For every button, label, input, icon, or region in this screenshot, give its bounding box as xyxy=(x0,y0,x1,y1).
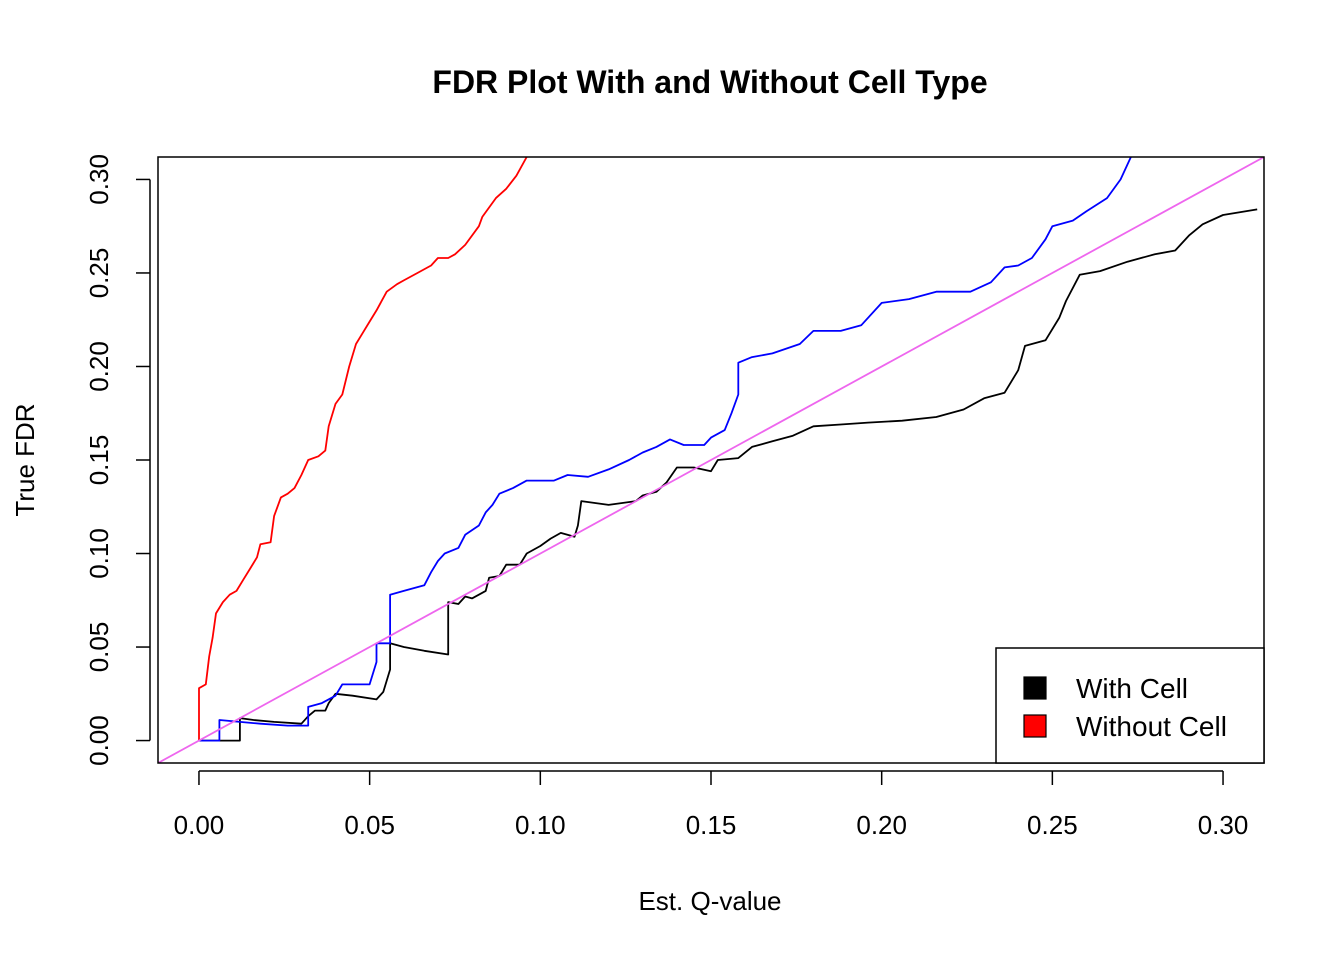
y-tick-label: 0.20 xyxy=(84,341,114,392)
series-line-black xyxy=(199,208,1258,742)
series-line-blue xyxy=(199,157,1132,742)
plot-frame xyxy=(157,156,1265,764)
y-tick-label: 0.15 xyxy=(84,435,114,486)
x-tick-label: 0.10 xyxy=(515,810,566,840)
y-tick-label: 0.05 xyxy=(84,622,114,673)
legend-swatch xyxy=(1023,676,1047,700)
series-line-red xyxy=(198,157,528,741)
y-tick-label: 0.25 xyxy=(84,248,114,299)
y-tick-label: 0.00 xyxy=(84,715,114,766)
x-tick-label: 0.05 xyxy=(344,810,395,840)
legend-label: With Cell xyxy=(1076,673,1188,704)
x-tick-label: 0.25 xyxy=(1027,810,1078,840)
x-tick-label: 0.30 xyxy=(1198,810,1249,840)
series-line-violet xyxy=(158,157,1264,763)
x-tick-label: 0.15 xyxy=(686,810,737,840)
x-tick-label: 0.20 xyxy=(856,810,907,840)
x-axis: 0.00 0.05 0.10 0.15 0.20 0.25 0.30 xyxy=(174,770,1249,840)
legend-swatch xyxy=(1023,714,1047,738)
x-tick-label: 0.00 xyxy=(174,810,225,840)
legend: With Cell Without Cell xyxy=(995,647,1265,764)
legend-box xyxy=(995,647,1265,764)
y-tick-label: 0.10 xyxy=(84,528,114,579)
y-axis: 0.00 0.05 0.10 0.15 0.20 0.25 0.30 xyxy=(84,154,151,766)
x-axis-label: Est. Q-value xyxy=(638,886,781,916)
legend-label: Without Cell xyxy=(1076,711,1227,742)
y-axis-label: True FDR xyxy=(10,403,40,516)
chart-title: FDR Plot With and Without Cell Type xyxy=(432,64,987,100)
y-tick-label: 0.30 xyxy=(84,154,114,205)
series-layer xyxy=(158,157,1264,763)
